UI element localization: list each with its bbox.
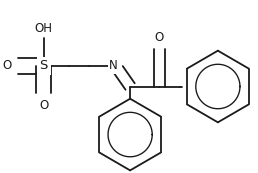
Text: N: N (109, 59, 118, 72)
Text: O: O (155, 31, 164, 44)
Text: O: O (39, 98, 48, 112)
Text: O: O (3, 59, 12, 72)
Text: OH: OH (35, 22, 53, 35)
Text: S: S (39, 59, 48, 72)
